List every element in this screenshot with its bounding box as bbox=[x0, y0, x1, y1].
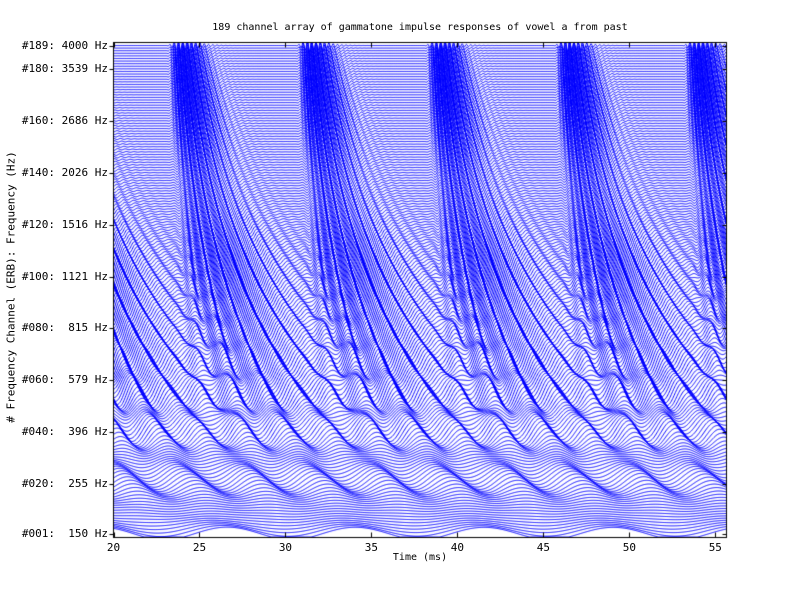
y-tick-label: #080: 815 Hz bbox=[21, 321, 108, 335]
x-tick-label: 25 bbox=[192, 541, 207, 554]
y-tick-label: #060: 579 Hz bbox=[21, 373, 108, 387]
y-tick-label: #189: 4000 Hz bbox=[21, 38, 108, 52]
y-tick-label: #120: 1516 Hz bbox=[21, 217, 108, 231]
x-axis-label: Time (ms) bbox=[392, 552, 448, 563]
x-tick-label: 35 bbox=[364, 541, 379, 554]
y-tick-label: #140: 2026 Hz bbox=[21, 165, 108, 179]
y-tick-label: #180: 3539 Hz bbox=[21, 61, 108, 75]
y-tick-label: #160: 2686 Hz bbox=[21, 113, 108, 127]
y-tick-label: #040: 396 Hz bbox=[21, 425, 108, 439]
x-tick-label: 30 bbox=[278, 541, 293, 554]
x-tick-label: 50 bbox=[622, 541, 636, 554]
x-tick-label: 45 bbox=[536, 541, 550, 554]
y-tick-label: #020: 255 Hz bbox=[21, 477, 108, 491]
y-tick-label: #001: 150 Hz bbox=[21, 526, 108, 540]
x-tick-label: 20 bbox=[106, 541, 121, 554]
x-tick-label: 40 bbox=[450, 541, 465, 554]
chart-title: 189 channel array of gammatone impulse r… bbox=[212, 22, 628, 33]
x-tick-label: 55 bbox=[708, 541, 722, 554]
y-tick-label: #100: 1121 Hz bbox=[21, 269, 108, 283]
